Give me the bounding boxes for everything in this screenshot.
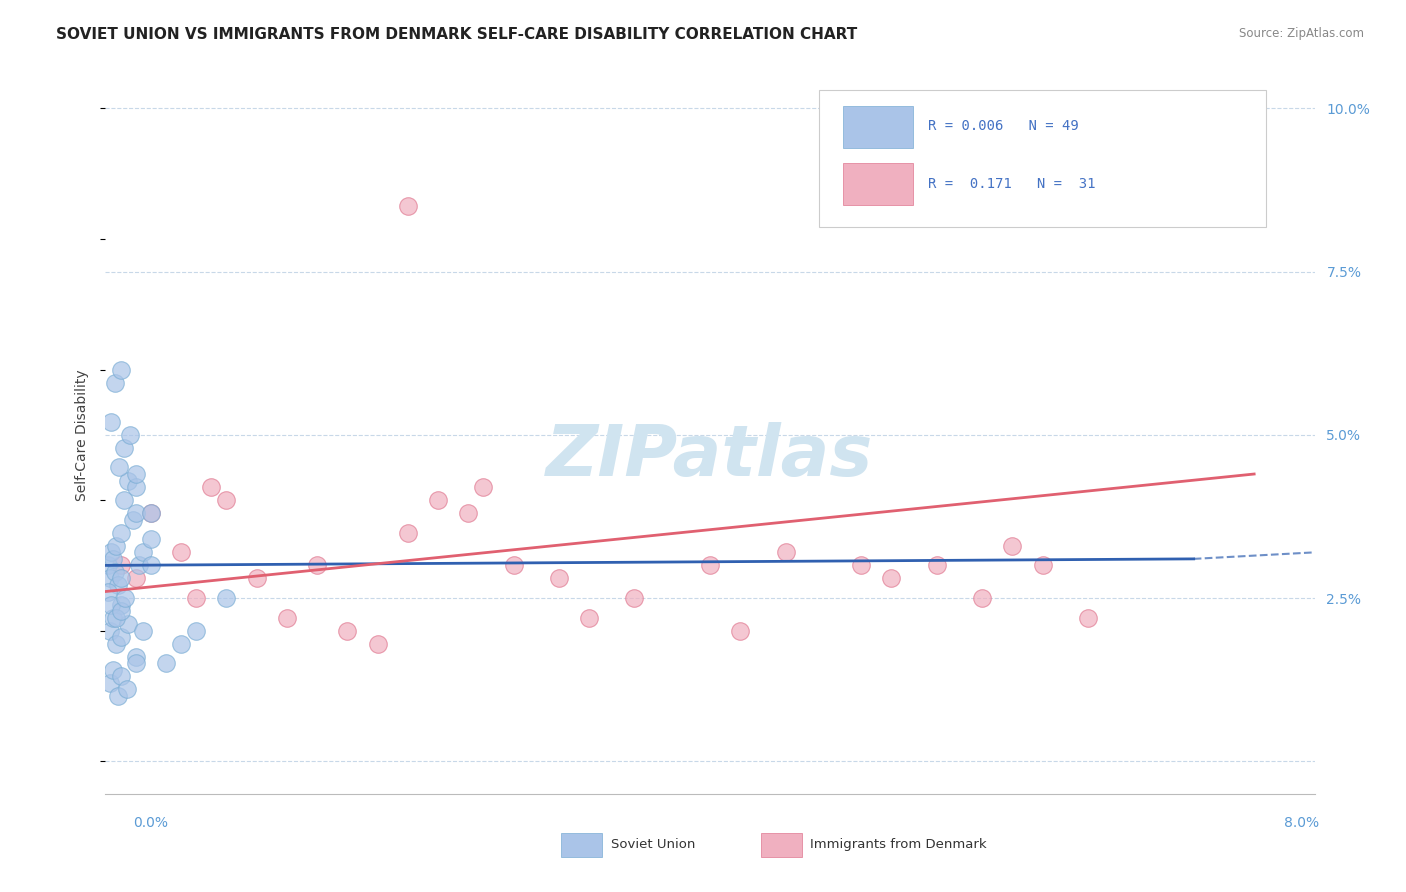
Point (110, 362, 132, 376)
Point (124, 649, 148, 664)
Point (336, 624, 359, 638)
Point (115, 682, 138, 697)
Point (105, 539, 128, 553)
Text: SOVIET UNION VS IMMIGRANTS FROM DENMARK SELF-CARE DISABILITY CORRELATION CHART: SOVIET UNION VS IMMIGRANTS FROM DENMARK … (56, 27, 858, 42)
Point (1077, 610, 1099, 624)
Point (851, 558, 873, 573)
Point (124, 506, 148, 520)
FancyBboxPatch shape (844, 163, 912, 205)
Point (246, 571, 269, 585)
Point (1032, 558, 1054, 573)
Point (775, 545, 797, 559)
Point (457, 506, 479, 520)
Point (118, 427, 141, 442)
Point (578, 610, 600, 624)
Point (110, 558, 132, 573)
Point (98, 624, 121, 638)
Point (117, 474, 139, 488)
Point (730, 624, 752, 638)
Point (121, 513, 143, 527)
Point (427, 493, 450, 508)
Point (98, 676, 121, 690)
Point (110, 630, 132, 644)
Point (100, 545, 122, 559)
Point (124, 571, 148, 585)
Point (215, 493, 238, 508)
Point (97, 584, 120, 599)
Text: R =  0.171   N =  31: R = 0.171 N = 31 (928, 177, 1095, 191)
Point (110, 598, 132, 612)
Point (110, 571, 132, 585)
Point (139, 506, 162, 520)
Point (472, 480, 495, 494)
Point (124, 480, 148, 494)
Point (100, 415, 122, 429)
Point (200, 480, 222, 494)
Text: Soviet Union: Soviet Union (610, 838, 695, 851)
Point (366, 637, 388, 651)
Point (132, 624, 155, 638)
Point (101, 610, 124, 624)
Point (972, 591, 994, 605)
Point (124, 467, 148, 481)
Point (276, 610, 298, 624)
Point (108, 460, 131, 475)
Point (105, 637, 128, 651)
Point (105, 610, 128, 624)
Point (396, 525, 419, 540)
Point (110, 669, 132, 683)
Point (103, 565, 125, 579)
Point (139, 506, 162, 520)
Point (186, 624, 208, 638)
Text: Source: ZipAtlas.com: Source: ZipAtlas.com (1239, 27, 1364, 40)
Point (107, 578, 129, 592)
Point (502, 558, 524, 573)
Point (186, 591, 208, 605)
Text: R = 0.006   N = 49: R = 0.006 N = 49 (928, 120, 1078, 133)
Point (124, 657, 148, 671)
Point (110, 604, 132, 618)
FancyBboxPatch shape (761, 832, 801, 857)
Point (139, 558, 162, 573)
Point (880, 571, 903, 585)
Point (396, 199, 419, 213)
Point (103, 376, 125, 390)
Point (925, 558, 948, 573)
FancyBboxPatch shape (818, 90, 1267, 227)
Y-axis label: Self-Care Disability: Self-Care Disability (76, 369, 90, 500)
Point (548, 571, 571, 585)
Point (128, 558, 150, 573)
Text: Immigrants from Denmark: Immigrants from Denmark (810, 838, 987, 851)
Point (110, 525, 132, 540)
Point (97, 558, 120, 573)
Point (101, 663, 124, 677)
Point (117, 617, 139, 632)
Point (699, 558, 721, 573)
Point (1001, 539, 1024, 553)
Point (114, 591, 136, 605)
Point (155, 657, 177, 671)
Point (112, 441, 135, 455)
Point (623, 591, 645, 605)
Text: 0.0%: 0.0% (134, 816, 169, 830)
FancyBboxPatch shape (561, 832, 602, 857)
Point (215, 591, 238, 605)
Text: 8.0%: 8.0% (1284, 816, 1319, 830)
Point (139, 533, 162, 547)
Point (132, 545, 155, 559)
Point (307, 558, 329, 573)
Point (170, 545, 193, 559)
FancyBboxPatch shape (844, 106, 912, 147)
Point (100, 598, 122, 612)
Point (101, 552, 124, 566)
Point (98, 571, 121, 585)
Text: ZIPatlas: ZIPatlas (547, 422, 873, 491)
Point (170, 637, 193, 651)
Point (107, 689, 129, 703)
Point (112, 493, 135, 508)
